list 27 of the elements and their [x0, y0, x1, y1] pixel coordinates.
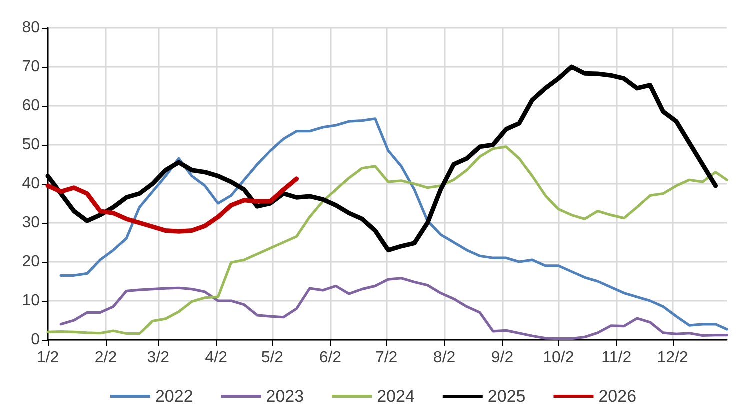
y-tick-label: 60	[22, 98, 40, 114]
x-tick-label: 9/2	[491, 350, 514, 366]
x-tick-label: 6/2	[319, 350, 342, 366]
line-series	[46, 176, 300, 234]
y-tick-label: 70	[22, 58, 40, 76]
y-tick-label: 30	[22, 214, 40, 232]
x-tick-label: 8/2	[433, 350, 456, 366]
legend-label: 2024	[377, 387, 415, 406]
x-tick-label: 5/2	[261, 350, 284, 366]
x-tick-label: 7/2	[375, 350, 398, 366]
x-tick-label: 2/2	[94, 350, 118, 366]
x-tick-label: 4/2	[205, 350, 228, 366]
y-tick-label: 40	[22, 176, 40, 192]
x-tick-label: 3/2	[147, 350, 170, 366]
y-tick-label: 80	[22, 20, 40, 36]
y-tick-label: 0	[31, 332, 40, 348]
y-tick-label: 20	[22, 254, 40, 270]
y-tick-label: 50	[22, 136, 40, 154]
x-tick-label: 12/2	[657, 350, 688, 366]
legend-label: 2022	[155, 387, 194, 406]
legend-label: 2026	[598, 387, 637, 406]
x-tick-label: 10/2	[543, 350, 574, 366]
legend-label: 2025	[488, 387, 526, 406]
x-tick-label: 11/2	[602, 350, 632, 366]
y-tick-label: 10	[22, 292, 40, 310]
x-tick-label: 1/2	[36, 350, 60, 366]
legend-label: 2023	[266, 387, 304, 406]
